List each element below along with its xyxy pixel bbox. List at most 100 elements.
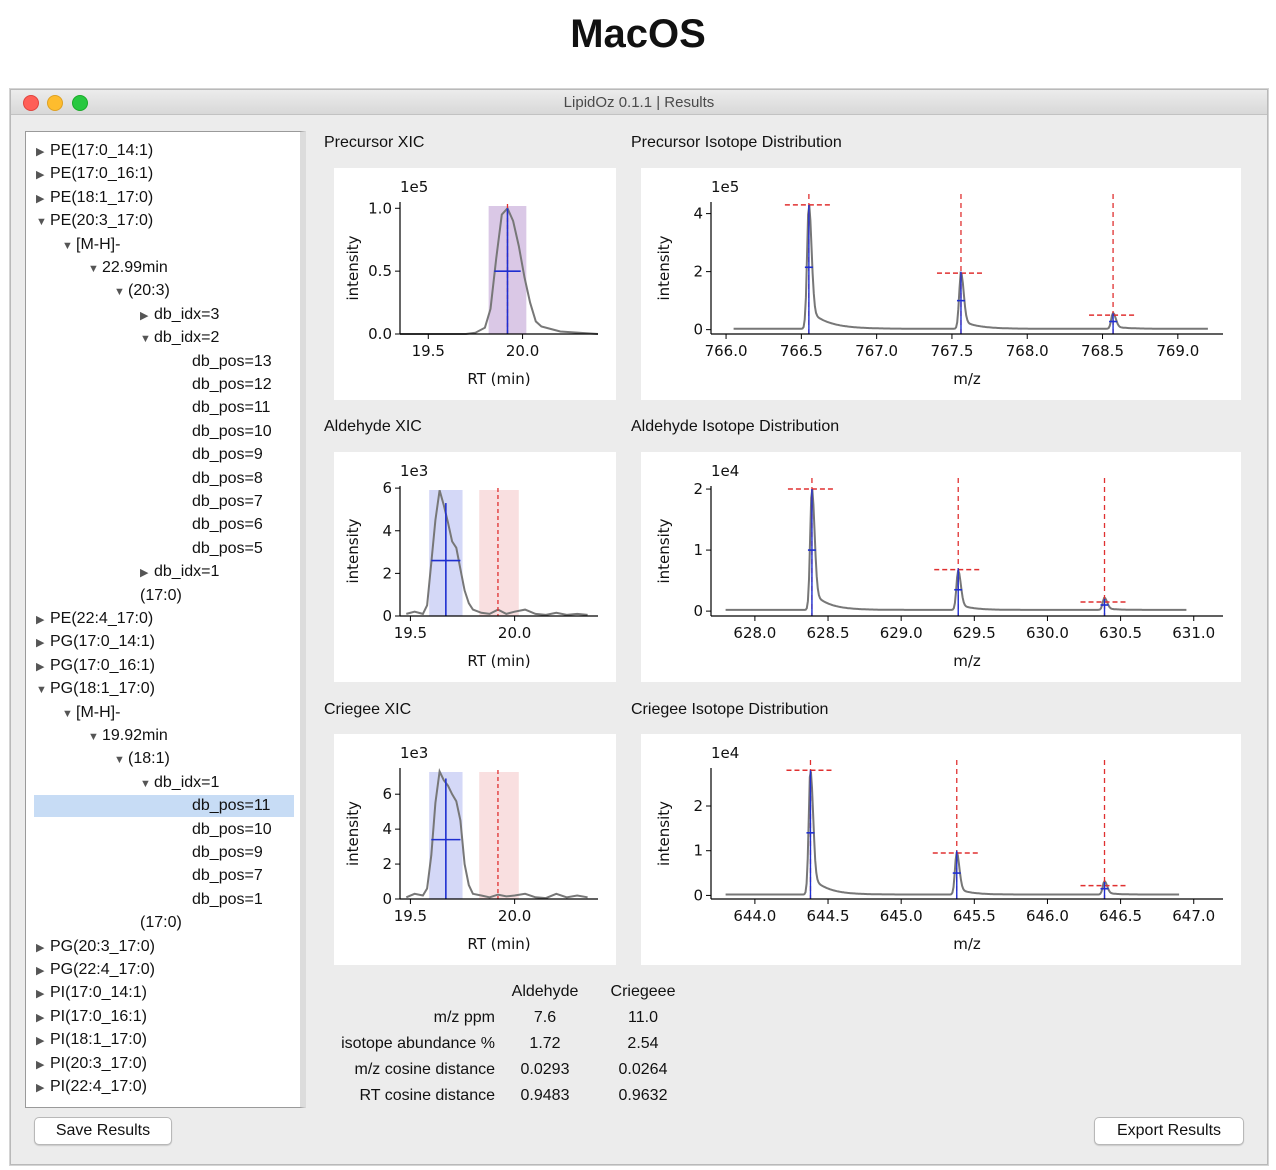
- tree-item-label: db_idx=1: [154, 773, 220, 791]
- disclosure-down-icon[interactable]: ▼: [88, 731, 99, 743]
- disclosure-right-icon[interactable]: ▶: [36, 1058, 45, 1071]
- tree-item[interactable]: ▶ db_idx=3: [26, 304, 219, 326]
- y-tick-label: 0: [693, 602, 703, 620]
- x-axis-label: RT (min): [467, 935, 530, 953]
- disclosure-down-icon[interactable]: ▼: [62, 239, 73, 252]
- x-tick-label: 647.0: [1172, 907, 1215, 925]
- disclosure-down-icon[interactable]: ▼: [140, 777, 151, 790]
- y-axis-label: intensity: [655, 518, 673, 583]
- tree-item[interactable]: ▶ PI(17:0_16:1): [26, 1006, 147, 1028]
- disclosure-right-icon[interactable]: ▶: [36, 637, 45, 650]
- tree-item[interactable]: ▶ PE(22:4_17:0): [26, 608, 153, 630]
- tree-item[interactable]: ▶ PG(22:4_17:0): [26, 959, 155, 981]
- tree-item[interactable]: db_pos=7: [26, 491, 263, 513]
- x-axis-label: m/z: [953, 370, 981, 388]
- save-results-button[interactable]: Save Results: [34, 1117, 172, 1145]
- tree-item[interactable]: ▼ db_idx=1: [26, 772, 219, 794]
- metric-label: isotope abundance %: [341, 1035, 495, 1052]
- tree-item[interactable]: db_pos=6: [26, 514, 263, 536]
- aldehyde-iso-title: Aldehyde Isotope Distribution: [631, 418, 840, 435]
- y-tick-label: 0: [382, 890, 392, 908]
- tree-item[interactable]: db_pos=9: [26, 444, 263, 466]
- axis-scale-label: 1e4: [711, 462, 739, 480]
- tree-item-label: db_idx=1: [154, 563, 220, 581]
- tree-item-label: db_pos=11: [192, 797, 271, 815]
- tree-item[interactable]: ▼ (18:1): [26, 748, 170, 770]
- disclosure-right-icon[interactable]: ▶: [36, 965, 45, 977]
- tree-item[interactable]: ▼ 19.92min: [26, 725, 168, 747]
- disclosure-right-icon[interactable]: ▶: [36, 1035, 45, 1048]
- precursor-xic-plot: 19.5 20.0 0.0 0.5 1.0 1e5 RT (min) intensity: [334, 168, 616, 400]
- tree-item-label: db_pos=10: [192, 820, 272, 838]
- tree-item-label: db_pos=9: [192, 844, 263, 861]
- disclosure-right-icon[interactable]: ▶: [140, 309, 149, 322]
- disclosure-right-icon[interactable]: ▶: [36, 146, 45, 158]
- disclosure-down-icon[interactable]: ▼: [114, 754, 125, 767]
- metrics-header-aldehyde: Aldehyde: [511, 983, 579, 1000]
- disclosure-down-icon[interactable]: ▼: [62, 707, 73, 720]
- disclosure-right-icon[interactable]: ▶: [36, 660, 45, 673]
- tree-item[interactable]: db_pos=8: [26, 468, 263, 490]
- disclosure-down-icon[interactable]: ▼: [88, 263, 99, 275]
- close-window-button[interactable]: [23, 95, 39, 111]
- tree-item[interactable]: db_pos=11: [26, 397, 270, 419]
- tree-item[interactable]: ▼ PE(20:3_17:0): [26, 210, 153, 232]
- tree-item[interactable]: ▶ PI(20:3_17:0): [26, 1053, 147, 1075]
- tree-item[interactable]: db_pos=10: [26, 421, 272, 443]
- tree-item[interactable]: ▶ PG(17:0_16:1): [26, 655, 155, 677]
- disclosure-down-icon[interactable]: ▼: [36, 216, 47, 229]
- tree-item-label: db_pos=10: [192, 422, 272, 440]
- x-tick-label: 630.0: [1026, 624, 1069, 642]
- tree-item[interactable]: ▶ PI(18:1_17:0): [26, 1029, 147, 1051]
- y-tick-label: 2: [693, 263, 703, 281]
- tree-item-label: PE(17:0_16:1): [50, 165, 154, 183]
- tree-item[interactable]: ▶ PE(18:1_17:0): [26, 187, 153, 209]
- tree-item[interactable]: ▶ PE(17:0_16:1): [26, 163, 153, 185]
- tree-item[interactable]: db_pos=11: [34, 795, 294, 818]
- tree-item[interactable]: ▼ [M-H]-: [26, 234, 120, 256]
- disclosure-right-icon[interactable]: ▶: [36, 169, 45, 182]
- minimize-window-button[interactable]: [47, 95, 63, 111]
- tree-item[interactable]: ▶ PI(22:4_17:0): [26, 1076, 147, 1098]
- tree-item[interactable]: ▼ (20:3): [26, 280, 170, 302]
- tree-item[interactable]: ▼ db_idx=2: [26, 327, 219, 349]
- tree-item[interactable]: ▶ PI(17:0_14:1): [26, 982, 147, 1004]
- disclosure-down-icon[interactable]: ▼: [114, 286, 125, 299]
- tree-item[interactable]: ▶ PG(20:3_17:0): [26, 936, 155, 958]
- disclosure-right-icon[interactable]: ▶: [140, 567, 149, 580]
- tree-item[interactable]: ▼ [M-H]-: [26, 702, 120, 724]
- disclosure-right-icon[interactable]: ▶: [36, 1082, 45, 1094]
- disclosure-right-icon[interactable]: ▶: [36, 192, 45, 205]
- zoom-window-button[interactable]: [72, 95, 88, 111]
- chart-svg: 19.5 20.0 0 2 4 6 1e3 RT (min) intensity: [344, 744, 598, 953]
- data-trace: [725, 489, 1187, 611]
- disclosure-down-icon[interactable]: ▼: [36, 684, 47, 697]
- export-results-button[interactable]: Export Results: [1094, 1117, 1244, 1145]
- tree-item[interactable]: db_pos=12: [26, 374, 272, 396]
- tree-item[interactable]: db_pos=9: [26, 842, 263, 864]
- tree-item[interactable]: ▼ PG(18:1_17:0): [26, 678, 155, 700]
- tree-item[interactable]: db_pos=7: [26, 865, 263, 887]
- tree-item[interactable]: db_pos=13: [26, 351, 272, 373]
- tree-item[interactable]: db_pos=10: [26, 819, 272, 841]
- tree-item[interactable]: ▼ 22.99min: [26, 257, 168, 279]
- tree-item[interactable]: (17:0): [26, 912, 182, 934]
- y-tick-label: 6: [382, 479, 392, 497]
- results-tree[interactable]: ▶ PE(17:0_14:1) ▶ PE(17:0_16:1) ▶ PE(18:1_17:…: [25, 131, 306, 1108]
- tree-item[interactable]: db_pos=1: [26, 889, 263, 911]
- tree-item[interactable]: ▶ db_idx=1: [26, 561, 219, 583]
- tree-item[interactable]: ▶ PG(17:0_14:1): [26, 631, 155, 653]
- disclosure-right-icon[interactable]: ▶: [36, 1011, 45, 1024]
- tree-item-label: (17:0): [140, 914, 182, 932]
- tree-item-label: 22.99min: [102, 259, 168, 276]
- tree-item[interactable]: db_pos=5: [26, 538, 263, 560]
- tree-item[interactable]: ▶ PE(17:0_14:1): [26, 140, 153, 162]
- disclosure-right-icon[interactable]: ▶: [36, 614, 45, 626]
- disclosure-right-icon[interactable]: ▶: [36, 988, 45, 1001]
- y-tick-label: 1.0: [368, 199, 392, 217]
- app-window: LipidOz 0.1.1 | Results ▶ PE(17:0_14:1) ▶ P…: [10, 89, 1268, 1165]
- metrics-header-criegee: Criegeee: [610, 983, 676, 1000]
- disclosure-down-icon[interactable]: ▼: [140, 333, 151, 346]
- disclosure-right-icon[interactable]: ▶: [36, 941, 45, 954]
- tree-item[interactable]: (17:0): [26, 585, 182, 607]
